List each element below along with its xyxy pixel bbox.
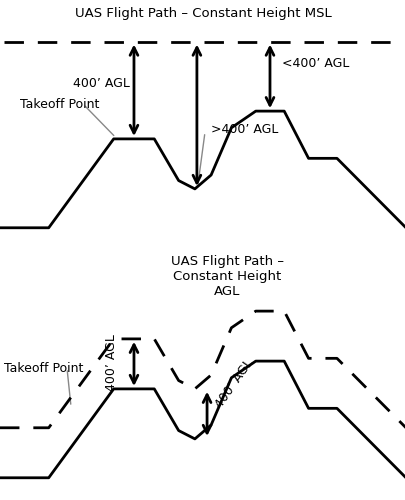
Text: >400’ AGL: >400’ AGL (211, 122, 278, 136)
Text: 400’ AGL: 400’ AGL (105, 334, 118, 391)
Text: 400’ AGL: 400’ AGL (213, 356, 256, 410)
Text: UAS Flight Path – Constant Height MSL: UAS Flight Path – Constant Height MSL (75, 8, 330, 20)
Text: UAS Flight Path –
Constant Height
AGL: UAS Flight Path – Constant Height AGL (171, 255, 283, 298)
Text: <400’ AGL: <400’ AGL (281, 58, 349, 70)
Text: Takeoff Point: Takeoff Point (4, 362, 83, 374)
Text: Takeoff Point: Takeoff Point (20, 98, 100, 110)
Text: 400’ AGL: 400’ AGL (73, 77, 130, 90)
